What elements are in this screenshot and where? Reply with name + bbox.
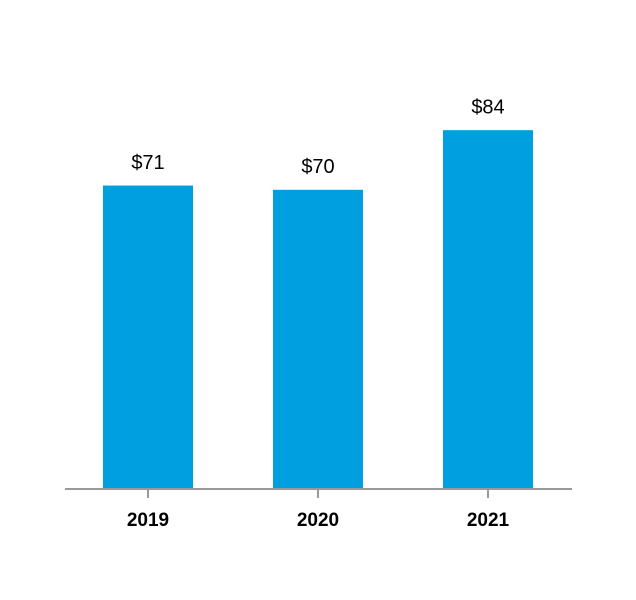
value-label: $71 xyxy=(131,152,164,174)
bar xyxy=(443,130,533,488)
x-tick-label: 2020 xyxy=(297,510,339,531)
bar xyxy=(103,185,193,489)
bar xyxy=(273,189,363,489)
value-label: $84 xyxy=(471,96,504,118)
x-tick-label: 2021 xyxy=(467,510,510,531)
value-label: $70 xyxy=(301,156,334,178)
x-tick-label: 2019 xyxy=(127,510,169,531)
